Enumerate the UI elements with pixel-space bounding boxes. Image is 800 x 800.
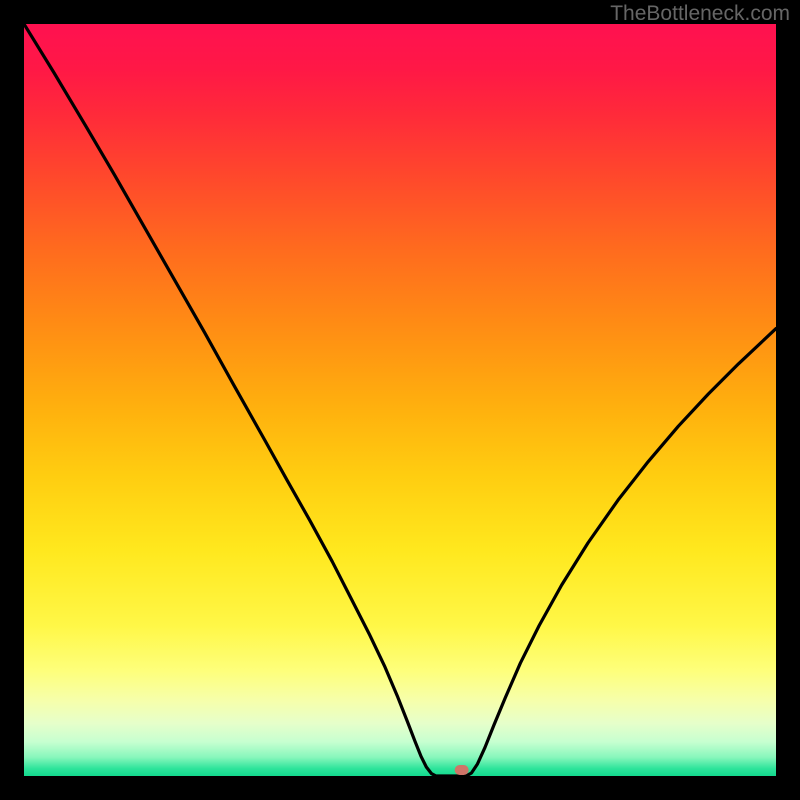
plot-svg — [24, 24, 776, 776]
chart-container: TheBottleneck.com — [0, 0, 800, 800]
watermark-text: TheBottleneck.com — [610, 2, 790, 26]
bottleneck-curve — [24, 24, 776, 776]
optimal-marker — [455, 765, 469, 775]
plot-area — [24, 24, 776, 776]
